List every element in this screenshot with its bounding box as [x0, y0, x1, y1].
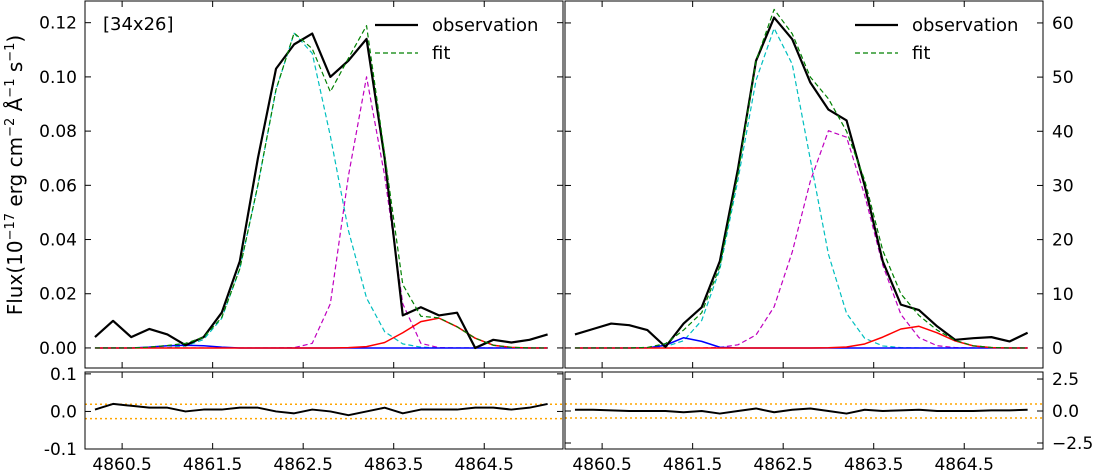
plot-area	[94, 25, 548, 350]
legend-label: observation	[912, 15, 1018, 36]
series-line	[94, 76, 548, 349]
series-line	[94, 402, 548, 417]
y-tick-label: 50	[1052, 68, 1074, 88]
x-tick-label: 4862.5	[753, 455, 812, 473]
y-tick-label: 0.1	[50, 365, 77, 385]
y-tick-label: 0.02	[39, 285, 77, 305]
plot-area	[574, 8, 1029, 349]
y-tick-label: -0.1	[44, 440, 77, 460]
y-tick-label: 0.06	[39, 176, 77, 196]
y-label-text: Flux(10	[3, 240, 27, 315]
y-label-text: Å	[3, 97, 27, 117]
series-line	[94, 25, 548, 349]
y-tick-label: 0	[1052, 339, 1063, 359]
series-line	[94, 32, 548, 349]
series-line	[574, 8, 1028, 349]
axes-frame	[84, 371, 564, 450]
plot-area	[85, 402, 563, 420]
series-line	[574, 407, 1028, 415]
axes-frame	[84, 0, 564, 369]
x-tick-label: 4862.5	[273, 455, 332, 473]
y-label-text: s	[3, 62, 27, 79]
y-tick-label: 10	[1052, 285, 1074, 305]
y-tick-label: 20	[1052, 231, 1074, 251]
axes-frame	[564, 371, 1044, 450]
y-tick-label: 40	[1052, 122, 1074, 142]
y-tick-label: −2.5	[1052, 434, 1093, 454]
y-axis-label: Flux(10−17 erg cm−2 Å−1 s−1)	[3, 35, 27, 316]
y-tick-label: 30	[1052, 176, 1074, 196]
series-line	[574, 325, 1028, 349]
x-tick-label: 4864.5	[454, 455, 513, 473]
y-tick-label: 0.10	[39, 68, 77, 88]
y-tick-label: 0.0	[1052, 402, 1079, 422]
series-line	[574, 130, 1028, 349]
legend-label: fit	[432, 43, 450, 64]
annotation: [34x26]	[103, 14, 174, 35]
y-tick-label: 0.12	[39, 14, 77, 34]
y-tick-label: 60	[1052, 14, 1074, 34]
y-tick-label: 2.5	[1052, 370, 1079, 390]
x-tick-label: 4863.5	[844, 455, 903, 473]
y-tick-label: 0.00	[39, 339, 77, 359]
y-tick-label: 0.08	[39, 122, 77, 142]
plot-area	[565, 403, 1043, 419]
y-tick-label: 0.0	[50, 402, 77, 422]
series-line	[574, 16, 1029, 348]
y-label-text: )	[3, 35, 27, 43]
y-label-superscript: −17	[3, 213, 18, 240]
series-line	[94, 32, 548, 350]
series-line	[574, 27, 1028, 349]
y-tick-label: 0.04	[39, 231, 77, 251]
legend-label: fit	[912, 43, 930, 64]
legend-label: observation	[432, 15, 538, 36]
x-tick-label: 4861.5	[663, 455, 722, 473]
x-tick-label: 4863.5	[364, 455, 423, 473]
y-label-superscript: −1	[3, 79, 18, 98]
y-label-text: erg cm	[3, 137, 27, 213]
x-tick-label: 4860.5	[92, 455, 151, 473]
x-tick-label: 4864.5	[934, 455, 993, 473]
x-tick-label: 4860.5	[572, 455, 631, 473]
y-label-superscript: −1	[3, 43, 18, 62]
axes-frame	[564, 0, 1044, 369]
y-label-superscript: −2	[3, 118, 18, 137]
x-tick-label: 4861.5	[183, 455, 242, 473]
